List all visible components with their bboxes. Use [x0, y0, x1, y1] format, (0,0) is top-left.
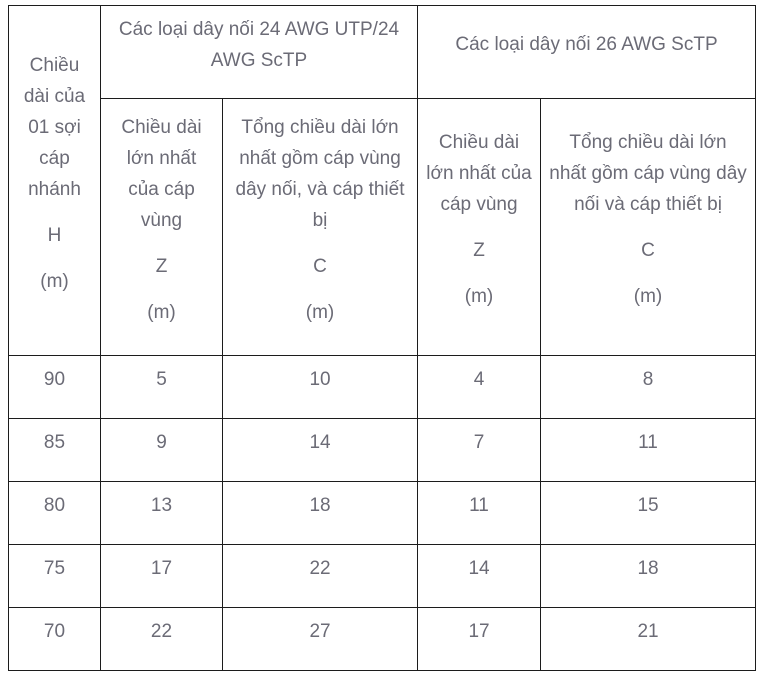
- cell-value: 7: [473, 432, 485, 453]
- cell-c-26: 8: [540, 355, 757, 419]
- cell-c-24: 10: [221, 355, 419, 419]
- sub-header-row: Chiều dài lớn nhất của cáp vùng Z (m) Tổ…: [9, 98, 757, 356]
- cell-z-24: 13: [100, 481, 223, 545]
- subheader-symbol: C: [641, 240, 655, 261]
- cell-c-24: 18: [221, 481, 419, 545]
- subheader-unit: (m): [464, 286, 494, 307]
- cell-c-24: 22: [221, 544, 419, 608]
- cell-z-26: 11: [417, 481, 542, 545]
- subheader-unit: (m): [633, 286, 663, 307]
- cell-value: 4: [473, 369, 485, 390]
- cell-value: 17: [150, 558, 173, 579]
- cell-value: 22: [150, 621, 173, 642]
- cell-value: 75: [43, 558, 66, 579]
- cell-value: 70: [43, 621, 66, 642]
- cell-c-24: 27: [221, 607, 419, 671]
- cell-value: 14: [309, 432, 331, 453]
- group-header-26awg-label: Các loại dây nối 26 AWG ScTP: [455, 34, 718, 55]
- subheader-unit: (m): [305, 301, 335, 323]
- cell-h: 90: [8, 355, 101, 419]
- cell-z-24: 17: [100, 544, 223, 608]
- table-row: 70 22 27 17 21: [8, 607, 757, 671]
- cell-z-26: 7: [417, 418, 542, 482]
- cell-value: 15: [637, 495, 659, 516]
- cell-value: 5: [156, 369, 167, 390]
- cell-value: 8: [642, 369, 654, 390]
- cell-h: 80: [8, 481, 101, 545]
- cell-h: 70: [8, 607, 101, 671]
- subheader-z-26awg: Chiều dài lớn nhất của cáp vùng Z (m): [417, 98, 542, 356]
- cell-value: 22: [309, 558, 331, 579]
- cell-value: 10: [309, 369, 331, 390]
- row-header-symbol: H: [47, 224, 62, 246]
- table-row: 85 9 14 7 11: [8, 418, 757, 482]
- group-header-24awg: Các loại dây nối 24 AWG UTP/24 AWG ScTP: [99, 5, 419, 99]
- cell-c-26: 11: [540, 418, 757, 482]
- group-header-row: Chiều dài của 01 sợi cáp nhánh H (m) Các…: [8, 5, 757, 356]
- cell-c-26: 15: [540, 481, 757, 545]
- subheader-label: Chiều dài lớn nhất của cáp vùng: [426, 132, 532, 215]
- cell-value: 80: [43, 495, 66, 516]
- subheader-c-24awg: Tổng chiều dài lớn nhất gồm cáp vùng dây…: [221, 98, 419, 356]
- cell-z-24: 22: [100, 607, 223, 671]
- group-header-26awg: Các loại dây nối 26 AWG ScTP: [417, 5, 757, 99]
- cell-value: 17: [468, 621, 490, 642]
- cell-c-26: 21: [540, 607, 757, 671]
- cell-value: 18: [637, 558, 659, 579]
- cell-h: 85: [8, 418, 101, 482]
- cell-h: 75: [8, 544, 101, 608]
- cell-value: 11: [638, 432, 658, 453]
- cell-value: 85: [43, 432, 66, 453]
- cell-z-26: 4: [417, 355, 542, 419]
- table-row: 80 13 18 11 15: [8, 481, 757, 545]
- cell-value: 9: [156, 432, 167, 453]
- row-header-unit: (m): [40, 270, 69, 292]
- cell-value: 13: [150, 495, 173, 516]
- row-header-label: Chiều dài của 01 sợi cáp nhánh: [23, 54, 86, 200]
- subheader-label: Tổng chiều dài lớn nhất gồm cáp vùng dây…: [549, 132, 747, 215]
- table-row: 90 5 10 4 8: [8, 355, 757, 419]
- cell-value: 18: [309, 495, 331, 516]
- cell-z-24: 9: [100, 418, 223, 482]
- subheader-c-26awg: Tổng chiều dài lớn nhất gồm cáp vùng dây…: [540, 98, 757, 356]
- subheader-unit: (m): [147, 301, 176, 323]
- cell-value: 21: [637, 621, 659, 642]
- cell-z-26: 14: [417, 544, 542, 608]
- cell-z-24: 5: [100, 355, 223, 419]
- cell-value: 11: [469, 495, 489, 516]
- row-header-cell: Chiều dài của 01 sợi cáp nhánh H (m): [8, 5, 101, 356]
- cell-c-26: 18: [540, 544, 757, 608]
- cell-value: 90: [43, 369, 66, 390]
- group-header-24awg-label: Các loại dây nối 24 AWG UTP/24 AWG ScTP: [118, 18, 400, 71]
- cell-c-24: 14: [221, 418, 419, 482]
- cell-value: 27: [309, 621, 331, 642]
- subheader-symbol: C: [313, 255, 327, 277]
- subheader-symbol: Z: [155, 255, 168, 277]
- subheader-label: Tổng chiều dài lớn nhất gồm cáp vùng dây…: [235, 116, 405, 231]
- cell-z-26: 17: [417, 607, 542, 671]
- subheader-z-24awg: Chiều dài lớn nhất của cáp vùng Z (m): [100, 98, 223, 356]
- subheader-label: Chiều dài lớn nhất của cáp vùng: [121, 116, 202, 231]
- table-row: 75 17 22 14 18: [8, 544, 757, 608]
- cable-length-table: Chiều dài của 01 sợi cáp nhánh H (m) Các…: [8, 5, 757, 671]
- subheader-symbol: Z: [473, 240, 485, 261]
- cell-value: 14: [468, 558, 490, 579]
